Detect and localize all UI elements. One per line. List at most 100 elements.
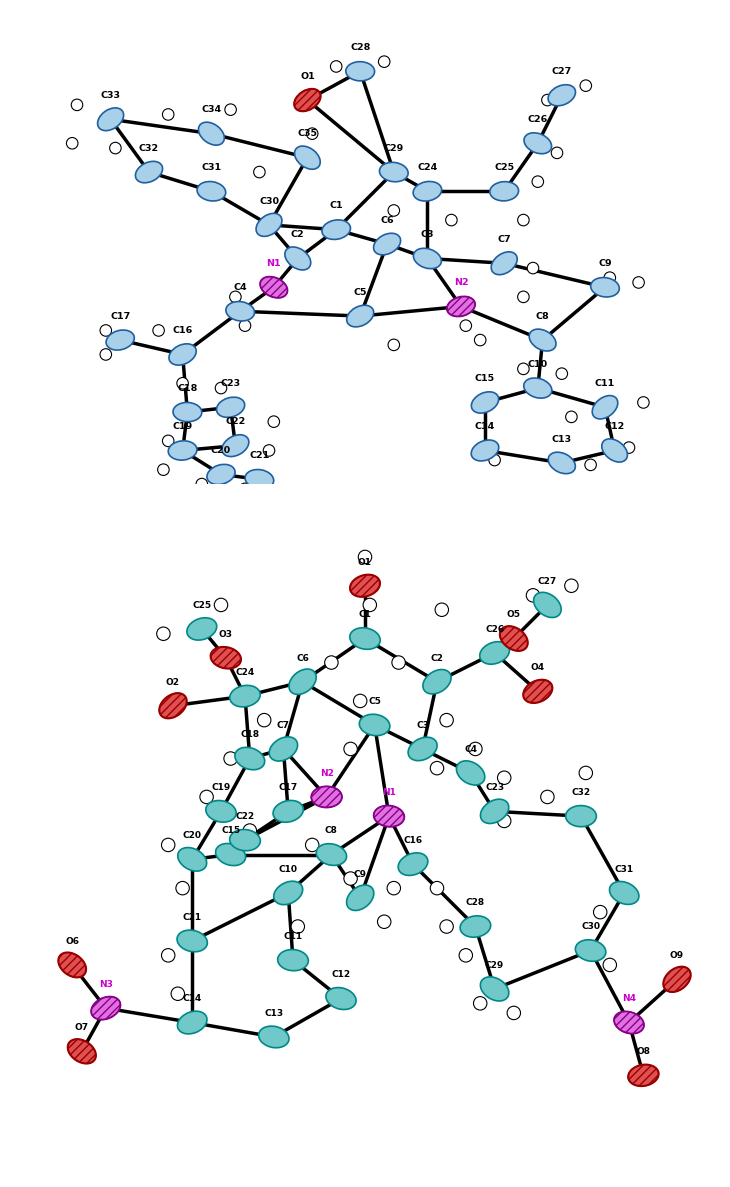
Ellipse shape xyxy=(66,138,78,150)
Text: C12: C12 xyxy=(604,423,625,431)
Text: C4: C4 xyxy=(464,744,477,754)
Ellipse shape xyxy=(542,94,553,106)
Ellipse shape xyxy=(347,886,374,910)
Ellipse shape xyxy=(235,748,265,769)
Ellipse shape xyxy=(215,598,228,611)
Ellipse shape xyxy=(430,761,444,775)
Ellipse shape xyxy=(518,215,529,226)
Ellipse shape xyxy=(500,627,528,650)
Ellipse shape xyxy=(460,916,491,938)
Text: N2: N2 xyxy=(453,278,469,287)
Text: C6: C6 xyxy=(380,216,394,224)
Ellipse shape xyxy=(358,551,372,564)
Text: C7: C7 xyxy=(497,235,511,245)
Ellipse shape xyxy=(168,440,197,461)
Ellipse shape xyxy=(199,122,224,145)
Ellipse shape xyxy=(353,694,367,707)
Ellipse shape xyxy=(289,669,316,694)
Ellipse shape xyxy=(344,871,357,886)
Ellipse shape xyxy=(325,656,338,669)
Ellipse shape xyxy=(285,247,311,269)
Ellipse shape xyxy=(135,161,163,183)
Ellipse shape xyxy=(469,742,482,756)
Ellipse shape xyxy=(215,844,245,865)
Text: C19: C19 xyxy=(172,423,193,431)
Ellipse shape xyxy=(311,786,342,807)
Ellipse shape xyxy=(413,182,442,201)
Ellipse shape xyxy=(566,411,577,423)
Text: O6: O6 xyxy=(65,937,79,946)
Ellipse shape xyxy=(322,220,350,240)
Text: N2: N2 xyxy=(320,769,334,777)
Ellipse shape xyxy=(526,589,539,602)
Text: N1: N1 xyxy=(382,788,396,796)
Ellipse shape xyxy=(532,176,544,188)
Ellipse shape xyxy=(344,742,357,756)
Ellipse shape xyxy=(274,881,303,904)
Ellipse shape xyxy=(163,436,174,446)
Text: C23: C23 xyxy=(220,379,241,388)
Ellipse shape xyxy=(100,325,112,336)
Ellipse shape xyxy=(178,848,207,871)
Ellipse shape xyxy=(153,325,164,336)
Ellipse shape xyxy=(527,262,539,274)
Ellipse shape xyxy=(273,800,304,823)
Text: C25: C25 xyxy=(192,601,212,610)
Text: C9: C9 xyxy=(354,870,366,878)
Ellipse shape xyxy=(507,1007,520,1020)
Text: C24: C24 xyxy=(418,163,437,172)
Text: C32: C32 xyxy=(139,144,159,153)
Ellipse shape xyxy=(374,234,401,255)
Ellipse shape xyxy=(243,824,256,837)
Ellipse shape xyxy=(347,305,374,326)
Ellipse shape xyxy=(225,104,237,115)
Text: C21: C21 xyxy=(182,913,201,922)
Ellipse shape xyxy=(490,182,518,201)
Ellipse shape xyxy=(100,349,112,360)
Text: O3: O3 xyxy=(219,629,233,639)
Ellipse shape xyxy=(173,402,201,421)
Ellipse shape xyxy=(256,214,282,236)
Ellipse shape xyxy=(326,988,356,1009)
Text: C34: C34 xyxy=(201,106,221,114)
Ellipse shape xyxy=(459,948,472,961)
Ellipse shape xyxy=(277,950,308,971)
Text: C5: C5 xyxy=(368,697,381,706)
Ellipse shape xyxy=(171,988,185,1001)
Text: C6: C6 xyxy=(296,654,309,662)
Ellipse shape xyxy=(585,459,596,470)
Text: C2: C2 xyxy=(431,654,443,662)
Text: C3: C3 xyxy=(416,721,429,730)
Ellipse shape xyxy=(541,791,554,804)
Text: C18: C18 xyxy=(240,730,259,740)
Text: C9: C9 xyxy=(598,259,612,268)
Text: C1: C1 xyxy=(358,610,372,620)
Text: C35: C35 xyxy=(297,129,318,139)
Ellipse shape xyxy=(491,252,517,274)
Ellipse shape xyxy=(239,483,251,495)
Ellipse shape xyxy=(245,470,274,489)
Ellipse shape xyxy=(472,440,499,461)
Ellipse shape xyxy=(258,1026,289,1048)
Text: C5: C5 xyxy=(353,288,367,297)
Ellipse shape xyxy=(591,278,619,297)
Ellipse shape xyxy=(258,713,271,726)
Ellipse shape xyxy=(480,977,509,1001)
Ellipse shape xyxy=(408,737,437,761)
Text: C23: C23 xyxy=(485,783,504,792)
Ellipse shape xyxy=(200,791,213,804)
Ellipse shape xyxy=(423,669,451,694)
Ellipse shape xyxy=(523,377,552,398)
Ellipse shape xyxy=(480,642,510,665)
Ellipse shape xyxy=(268,415,280,427)
Ellipse shape xyxy=(91,997,120,1020)
Text: C33: C33 xyxy=(101,91,120,100)
Ellipse shape xyxy=(177,377,188,389)
Ellipse shape xyxy=(575,940,606,961)
Ellipse shape xyxy=(359,715,390,736)
Ellipse shape xyxy=(392,656,405,669)
Text: C32: C32 xyxy=(572,788,591,796)
Ellipse shape xyxy=(187,617,217,640)
Ellipse shape xyxy=(610,882,639,904)
Text: O9: O9 xyxy=(670,951,684,960)
